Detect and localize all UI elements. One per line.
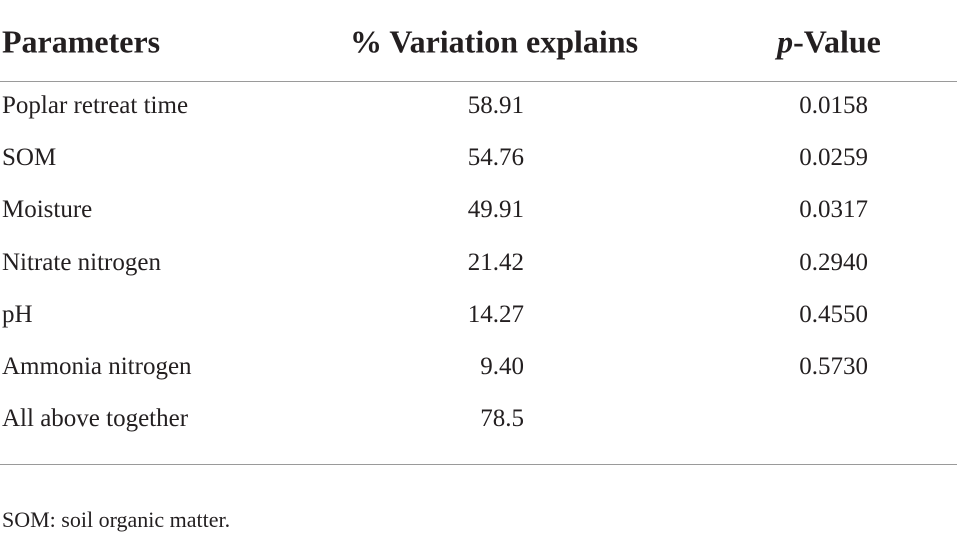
column-header-part: p bbox=[777, 23, 794, 60]
cell-value: 0.0259 bbox=[799, 144, 868, 172]
cell-value: 54.76 bbox=[467, 144, 524, 172]
column-header: p-Value bbox=[777, 24, 881, 61]
cell-value: 58.91 bbox=[467, 92, 524, 119]
row-label: Nitrate nitrogen bbox=[2, 248, 161, 276]
column-header: % Variation explains bbox=[349, 23, 639, 60]
cell-value: 0.0158 bbox=[799, 92, 868, 119]
row-label: Ammonia nitrogen bbox=[2, 353, 192, 380]
cell-value: 14.27 bbox=[467, 300, 524, 328]
cell-value: 0.2940 bbox=[799, 248, 868, 276]
row-label: SOM bbox=[2, 144, 57, 172]
footnote: SOM: soil organic matter. bbox=[2, 507, 231, 532]
row-label: pH bbox=[2, 300, 33, 328]
cell-value: 78.5 bbox=[480, 405, 524, 433]
row-label: Moisture bbox=[2, 196, 93, 224]
row-label: All above together bbox=[2, 405, 189, 433]
cell-value: 0.4550 bbox=[799, 300, 868, 328]
cell-value: 0.5730 bbox=[799, 353, 868, 380]
cell-value: 49.91 bbox=[467, 196, 524, 224]
column-header: Parameters bbox=[2, 23, 161, 60]
cell-value: 9.40 bbox=[480, 353, 524, 380]
bottom-rule bbox=[0, 464, 957, 465]
cell-value: 0.0317 bbox=[799, 196, 868, 224]
header-rule bbox=[0, 81, 957, 82]
cell-value: 21.42 bbox=[467, 248, 524, 276]
row-label: Poplar retreat time bbox=[2, 92, 189, 119]
column-header-part: -Value bbox=[793, 23, 881, 60]
